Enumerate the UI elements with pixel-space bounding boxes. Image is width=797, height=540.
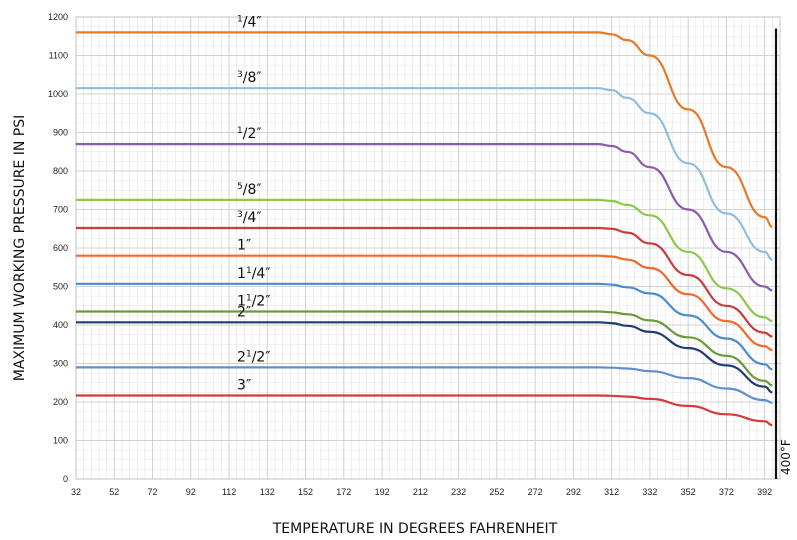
series-label: 1/4″: [237, 14, 262, 30]
x-tick-label: 152: [298, 487, 313, 497]
series-label-denominator: /4″: [243, 210, 262, 226]
reference-line-group: 400°F: [774, 28, 793, 479]
series-line: [75, 321, 773, 394]
y-tick-label: 0: [63, 474, 68, 484]
series-label-denominator: /8″: [243, 70, 262, 86]
y-tick-label: 100: [53, 436, 68, 446]
series-label-denominator: /2″: [252, 349, 271, 365]
series-label-numerator: 1: [246, 294, 252, 304]
major-gridlines: [75, 16, 781, 480]
series-line: [76, 198, 773, 323]
series-label-numerator: 1: [237, 126, 243, 136]
y-axis-ticks: 0 100 200 300 400 500 600 700 800 900 1000 1100 1200: [48, 12, 68, 484]
series-label-main: 1: [237, 266, 246, 282]
series-label: 1″: [237, 238, 251, 254]
series-label-numerator: 3: [237, 210, 243, 220]
x-tick-label: 172: [336, 487, 351, 497]
series-label-numerator: 5: [237, 182, 243, 192]
y-tick-label: 500: [53, 282, 68, 292]
y-tick-label: 900: [53, 128, 68, 138]
x-tick-label: 212: [413, 487, 428, 497]
x-tick-label: 332: [642, 487, 657, 497]
series-label: 1/2″: [237, 126, 262, 142]
series-line: [75, 394, 773, 427]
plot-frame: [75, 16, 781, 480]
y-tick-label: 600: [53, 243, 68, 253]
x-tick-label: 32: [71, 487, 81, 497]
series-label-numerator: 1: [246, 349, 252, 359]
series-line: [76, 87, 773, 261]
series-lines: [75, 31, 773, 427]
series-label-numerator: 1: [246, 266, 252, 276]
series-label-denominator: /4″: [252, 266, 271, 282]
series-label-main: 1″: [237, 238, 251, 254]
x-tick-label: 192: [375, 487, 390, 497]
series-line: [76, 31, 773, 228]
series-label-main: 3″: [237, 377, 251, 393]
x-tick-label: 292: [566, 487, 581, 497]
x-tick-label: 272: [528, 487, 543, 497]
series-label: 3/8″: [237, 70, 262, 86]
x-tick-label: 372: [719, 487, 734, 497]
series-line: [76, 226, 773, 338]
x-tick-label: 252: [489, 487, 504, 497]
series-label-denominator: /8″: [243, 182, 262, 198]
series-label: 11/2″: [237, 294, 271, 310]
x-tick-label: 72: [148, 487, 158, 497]
series-label: 3/4″: [237, 210, 262, 226]
y-tick-label: 300: [53, 359, 68, 369]
series-label-numerator: 3: [237, 70, 243, 80]
x-axis-ticks: 32 52 72 92 112 132 152 172 192 212 232 252 272 292 31…: [71, 487, 772, 497]
series-label-denominator: /2″: [243, 126, 262, 142]
y-tick-label: 400: [53, 320, 68, 330]
series-label-denominator: /2″: [252, 294, 271, 310]
x-tick-label: 232: [451, 487, 466, 497]
series-label-main: 2″: [237, 304, 251, 320]
series-labels: 1/4″3/8″1/2″5/8″3/4″1″11/4″11/2″2″21/2″3…: [237, 14, 271, 393]
series-label-main: 1: [237, 294, 246, 310]
x-tick-label: 52: [109, 487, 119, 497]
y-tick-label: 200: [53, 397, 68, 407]
x-tick-label: 112: [222, 487, 236, 497]
x-tick-label: 312: [604, 487, 619, 497]
series-line: [76, 254, 773, 352]
series-line: [75, 310, 773, 387]
y-tick-label: 1200: [48, 12, 68, 22]
x-tick-label: 352: [681, 487, 696, 497]
y-axis-title: MAXIMUM WORKING PRESSURE IN PSI: [12, 115, 28, 381]
series-line: [76, 282, 773, 371]
x-axis-title: TEMPERATURE IN DEGREES FAHRENHEIT: [272, 521, 558, 537]
x-tick-label: 392: [757, 487, 772, 497]
series-label-numerator: 1: [237, 14, 243, 24]
series-label-denominator: /4″: [243, 14, 262, 30]
series-label: 5/8″: [237, 182, 262, 198]
x-tick-label: 132: [260, 487, 275, 497]
y-tick-label: 800: [53, 166, 68, 176]
series-label: 2″: [237, 304, 251, 320]
series-label: 3″: [237, 377, 251, 393]
series-line: [76, 366, 773, 404]
y-tick-label: 700: [53, 205, 68, 215]
y-tick-label: 1100: [49, 51, 68, 61]
series-line: [76, 142, 773, 292]
series-label: 11/4″: [237, 266, 271, 282]
x-tick-label: 92: [186, 487, 196, 497]
series-label: 21/2″: [237, 349, 271, 365]
y-tick-label: 1000: [48, 89, 68, 99]
reference-line-label: 400°F: [779, 439, 793, 475]
series-label-main: 2: [237, 349, 246, 365]
